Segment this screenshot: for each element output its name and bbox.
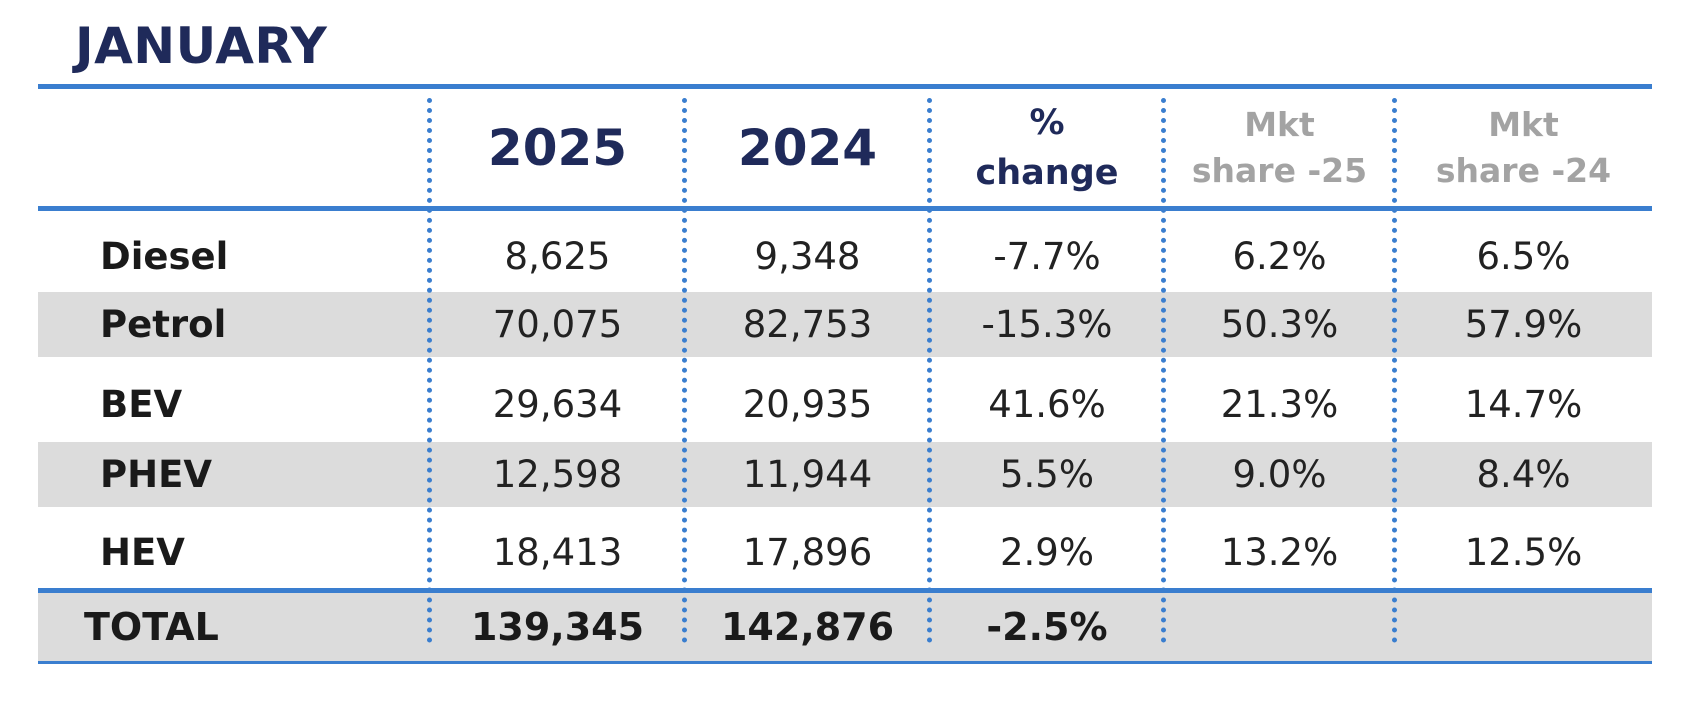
column-header-line2: share -24 [1435, 150, 1612, 190]
table-cell-y2024: 82,753 [742, 303, 873, 346]
header-rule [38, 206, 1652, 211]
total-cell-share25 [1164, 593, 1395, 661]
column-separator [927, 98, 932, 643]
column-separator [1392, 98, 1397, 643]
table-cell-y2025: 12,598 [492, 453, 623, 496]
table-cell-label: PHEV [100, 453, 212, 496]
total-cell-share24 [1395, 593, 1652, 661]
table-cell-y2025: 29,634 [492, 383, 623, 426]
table-cell-label: Diesel [100, 235, 229, 278]
row-band-total [38, 591, 1652, 662]
table-cell-label: HEV [100, 530, 185, 574]
bottom-rule [38, 661, 1652, 664]
table-cell-share25: 9.0% [1232, 453, 1327, 496]
table-cell-change: -7.7% [993, 235, 1101, 278]
column-separator [1161, 98, 1166, 643]
column-header-line2: change [975, 152, 1119, 193]
column-header-line1: Mkt [1488, 104, 1559, 144]
table-cell-share24: 14.7% [1464, 383, 1583, 426]
table-cell-label: BEV [100, 383, 183, 426]
total-cell-y2024: 142,876 [720, 605, 895, 649]
total-cell-change: -2.5% [986, 605, 1108, 649]
table-cell-change: 41.6% [988, 383, 1106, 426]
column-header-share-25: Mkt share -25 [1164, 89, 1395, 206]
total-rule [38, 588, 1652, 593]
total-cell-label: TOTAL [84, 605, 219, 649]
table-title: JANUARY [75, 17, 328, 75]
column-separator [427, 98, 432, 643]
top-rule [38, 84, 1652, 89]
table-cell-share24: 8.4% [1476, 453, 1571, 496]
column-header-line1: Mkt [1244, 104, 1315, 144]
table-cell-share24: 6.5% [1476, 235, 1571, 278]
table-cell-y2024: 20,935 [742, 383, 873, 426]
table-cell-change: 2.9% [1000, 530, 1094, 574]
column-header-label: 2025 [487, 118, 628, 177]
table-cell-change: 5.5% [1000, 453, 1094, 496]
column-separator [682, 98, 687, 643]
column-header-label: 2024 [737, 118, 878, 177]
column-header-line1: % [1029, 102, 1065, 143]
column-header-2025: 2025 [430, 89, 685, 206]
table-cell-y2024: 17,896 [742, 530, 873, 574]
column-header-2024: 2024 [685, 89, 930, 206]
row-band-petrol [38, 292, 1652, 357]
table-cell-y2025: 70,075 [492, 303, 623, 346]
table-cell-label: Petrol [100, 303, 227, 346]
table-cell-share25: 50.3% [1220, 303, 1339, 346]
table-cell-share24: 57.9% [1464, 303, 1583, 346]
column-header-share-24: Mkt share -24 [1395, 89, 1652, 206]
column-header-line2: share -25 [1191, 150, 1368, 190]
table-cell-y2024: 9,348 [754, 235, 861, 278]
total-cell-y2025: 139,345 [470, 605, 645, 649]
column-header-change: % change [930, 89, 1164, 206]
table-cell-change: -15.3% [981, 303, 1113, 346]
table-cell-share25: 6.2% [1232, 235, 1327, 278]
table-cell-y2024: 11,944 [742, 453, 873, 496]
table-cell-y2025: 18,413 [492, 530, 623, 574]
table-cell-share24: 12.5% [1464, 530, 1583, 574]
table-cell-share25: 13.2% [1220, 530, 1339, 574]
table-cell-y2025: 8,625 [504, 235, 611, 278]
row-band-phev [38, 442, 1652, 507]
table-cell-share25: 21.3% [1220, 383, 1339, 426]
